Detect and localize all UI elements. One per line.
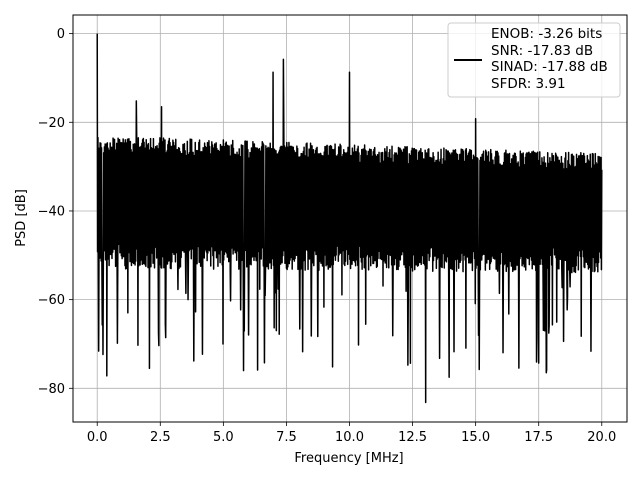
legend-line-sfdr: SFDR: 3.91 [491, 76, 566, 92]
x-tick-label: 0.0 [87, 430, 108, 445]
x-tick-label: 17.5 [524, 430, 553, 445]
y-tick-label: 0 [57, 27, 65, 42]
x-tick-label: 7.5 [276, 430, 297, 445]
y-tick-label: −60 [38, 293, 65, 308]
psd-line [96, 33, 603, 404]
x-tick-label: 10.0 [335, 430, 364, 445]
x-tick-label: 20.0 [587, 430, 616, 445]
x-tick-label: 5.0 [213, 430, 234, 445]
y-tick-label: −80 [38, 382, 65, 397]
y-tick-label: −40 [38, 204, 65, 219]
legend-line-enob: ENOB: -3.26 bits [491, 26, 602, 42]
y-axis-label: PSD [dB] [14, 189, 29, 247]
x-tick-label: 15.0 [461, 430, 490, 445]
x-tick-label: 2.5 [150, 430, 171, 445]
ticks: 0.0 2.5 5.0 7.5 10.0 12.5 15.0 17.5 20.0 0 −20 −40 −… [38, 27, 617, 445]
legend-line-snr: SNR: -17.83 dB [491, 43, 593, 59]
plot-frame [72, 14, 628, 423]
legend-line-sinad: SINAD: -17.88 dB [491, 59, 608, 75]
x-tick-label: 12.5 [398, 430, 427, 445]
psd-series [96, 33, 603, 404]
y-tick-label: −20 [38, 116, 65, 131]
legend-box [447, 22, 621, 98]
x-axis-label: Frequency [MHz] [294, 451, 403, 466]
legend: ENOB: -3.26 bits SNR: -17.83 dB SINAD: -… [447, 22, 621, 98]
